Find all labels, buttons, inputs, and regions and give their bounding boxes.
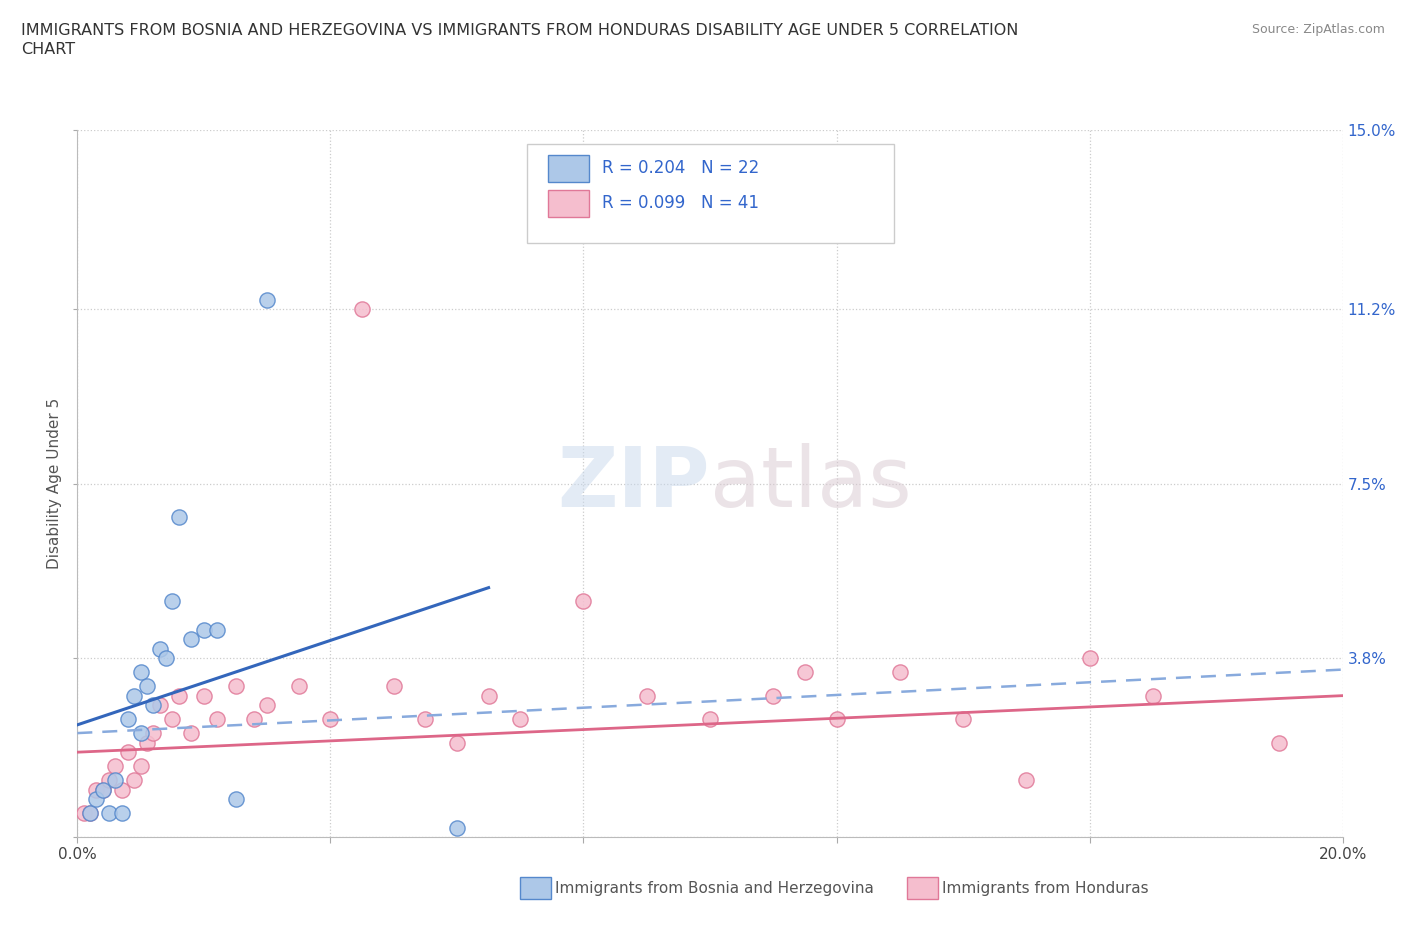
Point: [225, 791, 247, 806]
Text: Immigrants from Bosnia and Herzegovina: Immigrants from Bosnia and Herzegovina: [555, 881, 875, 896]
Point: [193, 688, 215, 703]
Point: [117, 711, 139, 726]
Point: [167, 509, 190, 524]
Point: [446, 820, 468, 835]
Point: [1268, 736, 1291, 751]
Point: [124, 773, 146, 788]
Point: [243, 711, 266, 726]
Point: [98, 806, 120, 821]
FancyBboxPatch shape: [548, 191, 589, 217]
Point: [889, 665, 911, 680]
Point: [794, 665, 817, 680]
Point: [111, 782, 132, 797]
Point: [1142, 688, 1164, 703]
Text: Immigrants from Honduras: Immigrants from Honduras: [942, 881, 1149, 896]
Point: [79, 806, 101, 821]
Point: [73, 806, 96, 821]
Point: [149, 641, 172, 656]
Point: [256, 292, 278, 307]
Point: [86, 782, 108, 797]
Point: [1078, 650, 1101, 665]
Point: [129, 759, 152, 774]
Text: R = 0.099   N = 41: R = 0.099 N = 41: [603, 194, 759, 212]
Point: [136, 736, 159, 751]
Point: [79, 806, 101, 821]
Point: [205, 622, 228, 637]
Point: [91, 782, 114, 797]
Point: [86, 791, 108, 806]
Point: [104, 759, 127, 774]
Point: [111, 806, 132, 821]
Point: [129, 665, 152, 680]
Point: [478, 688, 501, 703]
Point: [952, 711, 974, 726]
FancyBboxPatch shape: [548, 155, 589, 181]
Point: [572, 594, 595, 609]
Point: [288, 679, 311, 694]
Point: [319, 711, 342, 726]
Point: [180, 726, 202, 741]
Point: [762, 688, 785, 703]
Point: [415, 711, 437, 726]
Point: [382, 679, 405, 694]
Point: [193, 622, 215, 637]
Point: [117, 745, 139, 760]
Point: [446, 736, 468, 751]
Point: [91, 782, 114, 797]
Text: Source: ZipAtlas.com: Source: ZipAtlas.com: [1251, 23, 1385, 36]
Point: [225, 679, 247, 694]
Point: [149, 698, 172, 712]
Point: [1015, 773, 1038, 788]
Y-axis label: Disability Age Under 5: Disability Age Under 5: [46, 398, 62, 569]
Text: ZIP: ZIP: [558, 443, 710, 525]
Point: [205, 711, 228, 726]
Point: [136, 679, 159, 694]
Point: [636, 688, 658, 703]
Text: R = 0.204   N = 22: R = 0.204 N = 22: [603, 159, 759, 177]
Point: [825, 711, 848, 726]
Point: [104, 773, 127, 788]
Point: [142, 726, 165, 741]
Point: [142, 698, 165, 712]
Point: [180, 631, 202, 646]
Point: [352, 302, 374, 317]
Point: [256, 698, 278, 712]
Point: [162, 594, 183, 609]
Text: CHART: CHART: [21, 42, 75, 57]
Point: [699, 711, 721, 726]
Point: [124, 688, 146, 703]
Point: [155, 650, 177, 665]
FancyBboxPatch shape: [527, 144, 894, 244]
Point: [509, 711, 531, 726]
Text: atlas: atlas: [710, 443, 911, 525]
Point: [167, 688, 190, 703]
Text: IMMIGRANTS FROM BOSNIA AND HERZEGOVINA VS IMMIGRANTS FROM HONDURAS DISABILITY AG: IMMIGRANTS FROM BOSNIA AND HERZEGOVINA V…: [21, 23, 1018, 38]
Point: [162, 711, 183, 726]
Point: [98, 773, 120, 788]
Point: [129, 726, 152, 741]
